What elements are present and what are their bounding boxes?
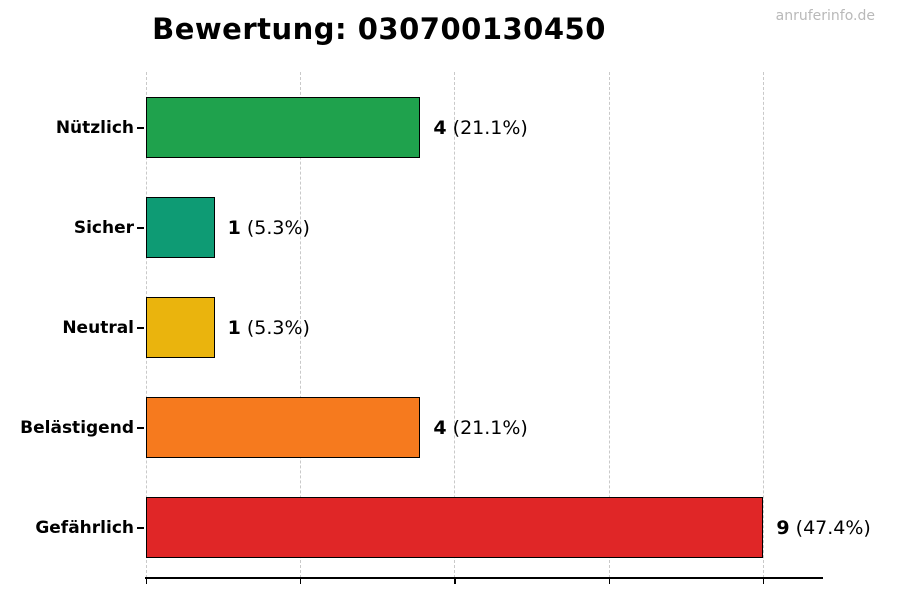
x-tick bbox=[762, 578, 765, 584]
value-label: 4 (21.1%) bbox=[433, 117, 527, 139]
bar-row: Sicher 1 (5.3%) bbox=[0, 178, 900, 278]
bar-neutral bbox=[146, 297, 215, 358]
value-label: 9 (47.4%) bbox=[776, 517, 870, 539]
value-count: 9 bbox=[776, 517, 790, 539]
category-label: Neutral bbox=[62, 318, 134, 338]
chart-title: Bewertung: 030700130450 bbox=[152, 12, 606, 46]
value-percent: (5.3%) bbox=[240, 317, 310, 339]
gridline bbox=[454, 72, 456, 578]
bar-rows: Nützlich 4 (21.1%) Sicher 1 (5.3%) Neutral 1 … bbox=[0, 78, 900, 578]
y-tick bbox=[137, 327, 144, 329]
value-label: 4 (21.1%) bbox=[433, 417, 527, 439]
gridline bbox=[299, 72, 301, 578]
bar-gefhrlich bbox=[146, 497, 764, 558]
gridline bbox=[762, 72, 764, 578]
x-tick bbox=[299, 578, 302, 584]
category-label: Belästigend bbox=[20, 418, 134, 438]
bar-belstigend bbox=[146, 397, 421, 458]
bar-ntzlich bbox=[146, 97, 421, 158]
category-label: Gefährlich bbox=[35, 518, 134, 538]
gridline bbox=[608, 72, 610, 578]
bar-row: Nützlich 4 (21.1%) bbox=[0, 78, 900, 178]
bar-row: Neutral 1 (5.3%) bbox=[0, 278, 900, 378]
value-percent: (47.4%) bbox=[789, 517, 871, 539]
bar-sicher bbox=[146, 197, 215, 258]
y-tick bbox=[137, 527, 144, 529]
value-percent: (21.1%) bbox=[446, 117, 528, 139]
bar-row: Gefährlich 9 (47.4%) bbox=[0, 478, 900, 578]
value-percent: (5.3%) bbox=[240, 217, 310, 239]
category-label: Nützlich bbox=[55, 118, 134, 138]
value-label: 1 (5.3%) bbox=[228, 317, 310, 339]
x-axis bbox=[145, 577, 823, 579]
category-label: Sicher bbox=[73, 218, 134, 238]
value-count: 4 bbox=[433, 417, 447, 439]
watermark: anruferinfo.de bbox=[775, 8, 875, 24]
y-tick bbox=[137, 127, 144, 129]
y-tick bbox=[137, 227, 144, 229]
value-label: 1 (5.3%) bbox=[228, 217, 310, 239]
x-tick bbox=[608, 578, 611, 584]
x-tick bbox=[145, 578, 148, 584]
value-percent: (21.1%) bbox=[446, 417, 528, 439]
x-tick bbox=[454, 578, 456, 584]
value-count: 1 bbox=[227, 317, 241, 339]
value-count: 1 bbox=[227, 217, 241, 239]
value-count: 4 bbox=[433, 117, 447, 139]
bar-row: Belästigend 4 (21.1%) bbox=[0, 378, 900, 478]
y-tick bbox=[137, 427, 144, 429]
